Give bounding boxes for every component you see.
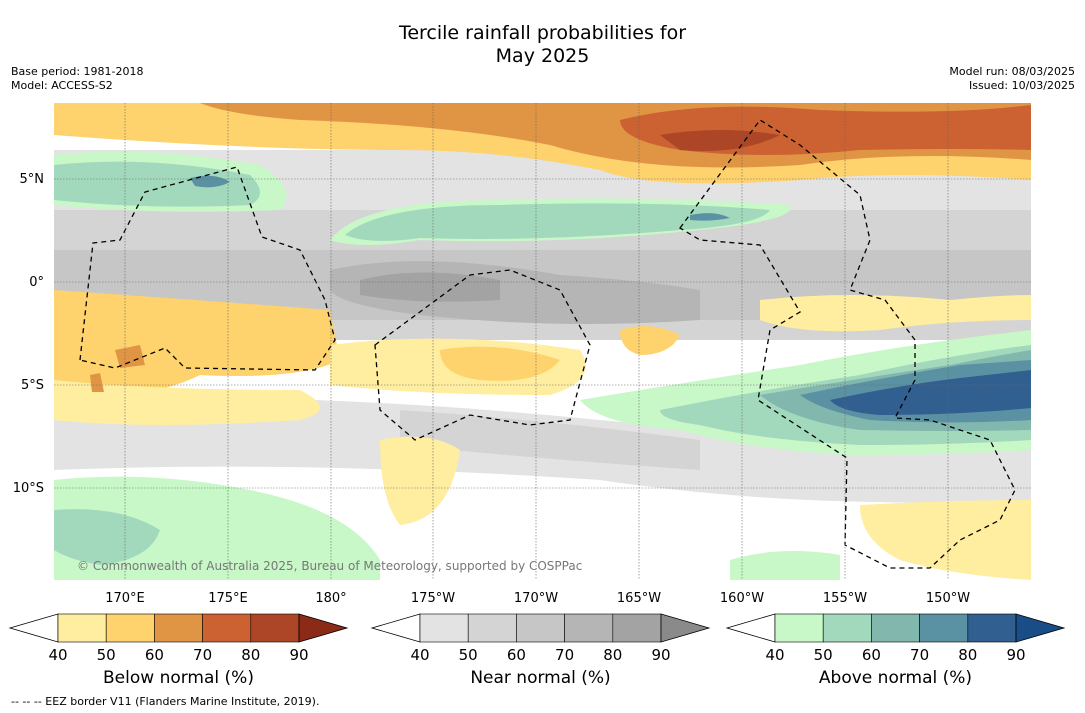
- base-period: Base period: 1981-2018: [11, 65, 144, 78]
- lat-label-eq: 0°: [29, 275, 44, 290]
- colorbar-segment: [154, 613, 203, 643]
- colorbar-tick-label: 50: [97, 646, 116, 664]
- colorbar-segment: [202, 613, 252, 643]
- lon-label: 170°W: [514, 591, 558, 606]
- colorbar-segment: [822, 613, 872, 643]
- colorbar-tick-label: 60: [862, 646, 881, 664]
- base-period-info: Base period: 1981-2018 Model: ACCESS-S2: [11, 65, 143, 93]
- run-info: Model run: 08/03/2025 Issued: 10/03/2025: [949, 65, 1075, 93]
- colorbar-tick-label: 90: [651, 646, 670, 664]
- colorbar-segment: [612, 613, 662, 643]
- title-line-2: May 2025: [495, 45, 590, 67]
- lat-label-10s: 10°S: [13, 481, 44, 496]
- above-normal-label: Above normal (%): [818, 668, 973, 688]
- lat-label-5n: 5°N: [20, 172, 45, 187]
- lat-label-5s: 5°S: [21, 378, 44, 393]
- lon-label: 160°W: [720, 591, 764, 606]
- colorbar-segment: [419, 613, 469, 643]
- colorbars: 40 50 60 70 80 90 40 50 60 70 80 90 40 50 60 70 80 90: [8, 613, 1066, 664]
- eez-footnote: -- -- -- EEZ border V11 (Flanders Marine…: [11, 695, 320, 708]
- colorbar-tick-label: 60: [507, 646, 526, 664]
- colorbar-tick-label: 70: [555, 646, 574, 664]
- colorbar-tick-label: 50: [814, 646, 833, 664]
- colorbar-segment: [967, 613, 1017, 643]
- colorbar-tick-label: 90: [289, 646, 308, 664]
- colorbar-tick-label: 80: [958, 646, 977, 664]
- colorbar-tick-label: 40: [410, 646, 429, 664]
- colorbar-segment: [467, 613, 517, 643]
- colorbar-segment: [57, 613, 107, 643]
- colorbar-tick-label: 70: [910, 646, 929, 664]
- colorbar-tick-label: 40: [765, 646, 784, 664]
- colorbar-tick-label: 80: [241, 646, 260, 664]
- colorbar-tick-label: 40: [48, 646, 67, 664]
- colorbar-min-extension: [725, 613, 776, 643]
- colorbar-min-extension: [8, 613, 59, 643]
- colorbar-tick-label: 90: [1006, 646, 1025, 664]
- lon-label: 175°E: [208, 591, 248, 606]
- colorbar-min-extension: [370, 613, 421, 643]
- colorbar-tick-label: 60: [145, 646, 164, 664]
- colorbar-tick-label: 50: [459, 646, 478, 664]
- colorbar-segment: [919, 613, 969, 643]
- colorbar-tick-label: 80: [603, 646, 622, 664]
- latitude-labels: 5°N 0° 5°S 10°S: [13, 172, 44, 496]
- model-name: Model: ACCESS-S2: [11, 79, 113, 92]
- lon-label: 180°: [315, 591, 346, 606]
- colorbar-segment: [105, 613, 155, 643]
- colorbar-segment: [516, 613, 565, 643]
- copyright-text: © Commonwealth of Australia 2025, Bureau…: [77, 559, 582, 573]
- colorbar-segment: [564, 613, 614, 643]
- colorbar-tick-label: 70: [193, 646, 212, 664]
- longitude-labels: 170°E 175°E 180° 175°W 170°W 165°W 160°W…: [105, 591, 970, 606]
- colorbar-max-extension: [298, 613, 349, 643]
- lon-label: 165°W: [617, 591, 661, 606]
- colorbar-segment: [250, 613, 300, 643]
- lon-label: 155°W: [823, 591, 867, 606]
- colorbar-max-extension: [1015, 613, 1066, 643]
- colorbar-max-extension: [660, 613, 711, 643]
- below-normal-label: Below normal (%): [103, 668, 254, 688]
- eez-borders: [79, 119, 1016, 569]
- lon-label: 170°E: [105, 591, 145, 606]
- above-normal-colorbar: 40 50 60 70 80 90: [725, 613, 1066, 664]
- near-normal-label: Near normal (%): [470, 668, 611, 688]
- map-plot-area: [54, 103, 1031, 580]
- lon-label: 150°W: [926, 591, 970, 606]
- map-title: Tercile rainfall probabilities for May 2…: [0, 22, 1085, 68]
- lon-label: 175°W: [411, 591, 455, 606]
- graticule: [54, 103, 1031, 580]
- colorbar-segment: [774, 613, 824, 643]
- model-run: Model run: 08/03/2025: [949, 65, 1075, 78]
- below-normal-colorbar: 40 50 60 70 80 90: [8, 613, 349, 664]
- colorbar-segment: [871, 613, 920, 643]
- near-normal-colorbar: 40 50 60 70 80 90: [370, 613, 711, 664]
- issued-date: Issued: 10/03/2025: [968, 79, 1075, 92]
- title-line-1: Tercile rainfall probabilities for: [398, 22, 687, 44]
